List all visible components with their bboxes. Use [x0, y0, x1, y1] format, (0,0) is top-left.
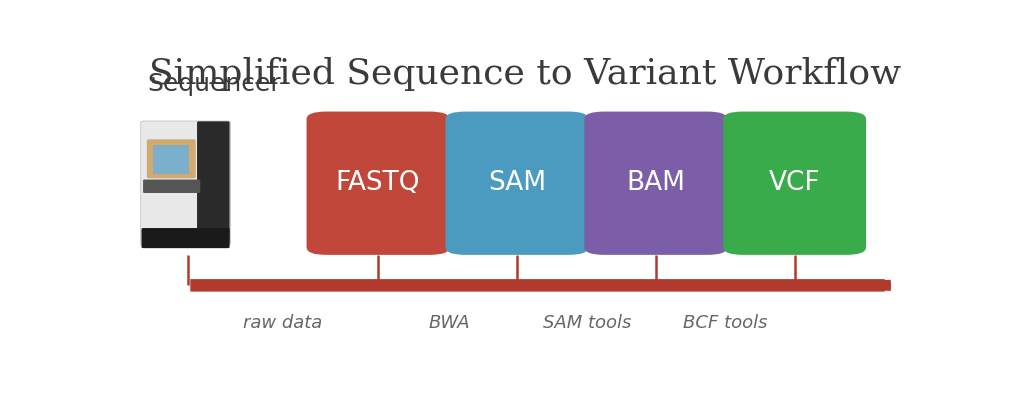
- Text: VCF: VCF: [769, 170, 820, 196]
- FancyBboxPatch shape: [141, 228, 229, 248]
- FancyBboxPatch shape: [140, 121, 230, 246]
- FancyBboxPatch shape: [197, 121, 229, 244]
- Text: BAM: BAM: [627, 170, 685, 196]
- FancyBboxPatch shape: [445, 112, 588, 255]
- Text: SAM: SAM: [487, 170, 546, 196]
- Text: FASTQ: FASTQ: [336, 170, 420, 196]
- Text: Simplified Sequence to Variant Workflow: Simplified Sequence to Variant Workflow: [148, 57, 901, 91]
- Text: raw data: raw data: [243, 314, 323, 333]
- FancyBboxPatch shape: [306, 112, 450, 255]
- Text: BCF tools: BCF tools: [683, 314, 768, 333]
- FancyBboxPatch shape: [153, 145, 189, 174]
- FancyBboxPatch shape: [147, 140, 196, 178]
- Text: BWA: BWA: [429, 314, 470, 333]
- Text: Sequencer: Sequencer: [147, 72, 282, 96]
- FancyBboxPatch shape: [143, 179, 201, 193]
- FancyBboxPatch shape: [723, 112, 866, 255]
- Text: SAM tools: SAM tools: [543, 314, 631, 333]
- FancyBboxPatch shape: [585, 112, 727, 255]
